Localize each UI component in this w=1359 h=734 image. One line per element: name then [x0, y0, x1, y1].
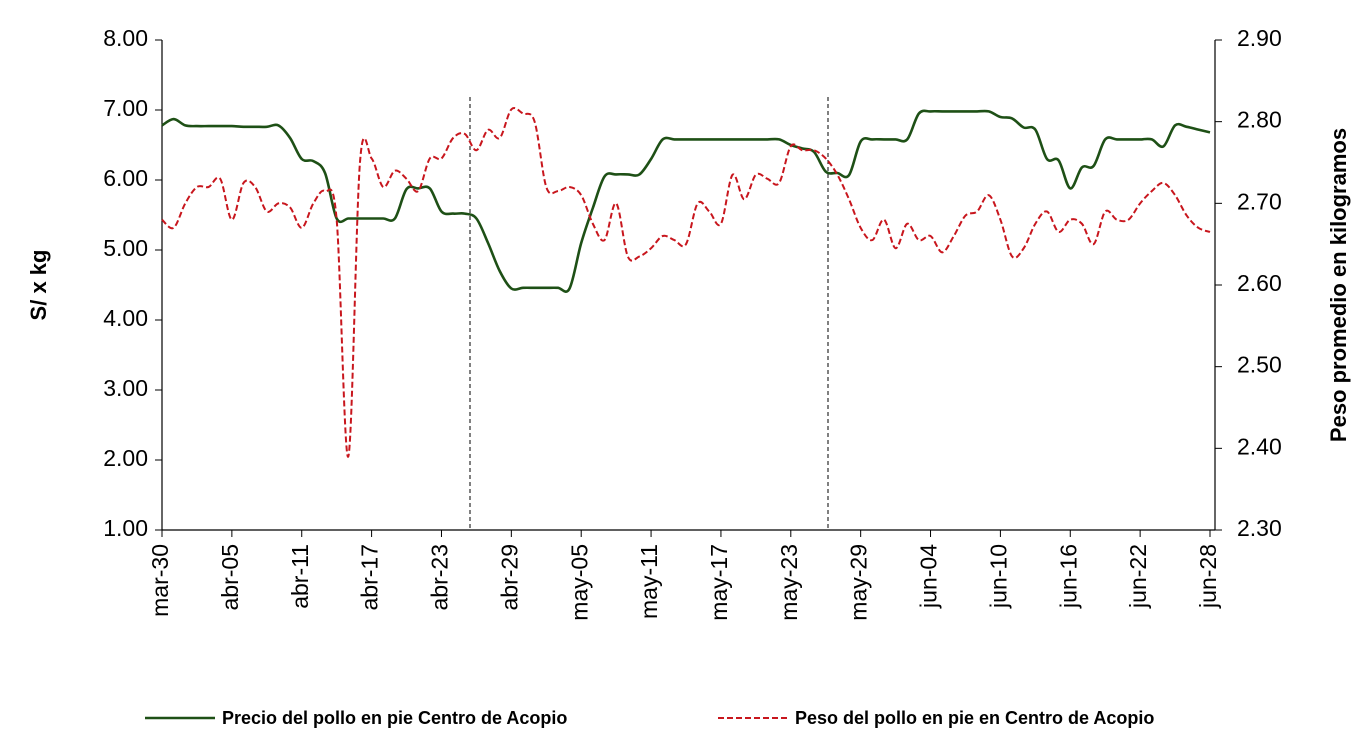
- y2-axis-title: Peso promedio en kilogramos: [1326, 128, 1351, 442]
- y-tick-label: 2.00: [103, 445, 148, 471]
- x-tick-label: jun-16: [1055, 544, 1081, 609]
- y-tick-label: 1.00: [103, 515, 148, 541]
- y-tick-label: 5.00: [103, 235, 148, 261]
- y-tick-label: 3.00: [103, 375, 148, 401]
- y-axis-title: S/ x kg: [26, 250, 51, 321]
- x-tick-label: jun-22: [1125, 544, 1151, 609]
- y2-tick-label: 2.30: [1237, 515, 1282, 541]
- x-tick-label: may-11: [636, 544, 662, 619]
- x-tick-label: may-17: [706, 544, 732, 621]
- x-tick-label: may-29: [846, 544, 872, 621]
- x-tick-label: abr-11: [287, 544, 313, 609]
- x-tick-label: mar-30: [147, 544, 173, 617]
- x-tick-label: jun-10: [985, 544, 1011, 609]
- legend-label: Precio del pollo en pie Centro de Acopio: [222, 708, 567, 728]
- y-tick-label: 7.00: [103, 95, 148, 121]
- x-tick-label: abr-05: [217, 544, 243, 610]
- x-tick-label: may-23: [776, 544, 802, 621]
- series-line: [161, 107, 1211, 458]
- x-tick-label: abr-17: [357, 544, 383, 610]
- y2-tick-label: 2.40: [1237, 433, 1282, 459]
- y-tick-label: 4.00: [103, 305, 148, 331]
- y2-tick-label: 2.80: [1237, 107, 1282, 133]
- x-tick-label: abr-23: [427, 544, 453, 610]
- y2-tick-label: 2.50: [1237, 352, 1282, 378]
- x-tick-label: abr-29: [496, 544, 522, 610]
- y-tick-label: 8.00: [103, 25, 148, 51]
- y2-tick-label: 2.90: [1237, 25, 1282, 51]
- legend-label: Peso del pollo en pie en Centro de Acopi…: [795, 708, 1154, 728]
- y-tick-label: 6.00: [103, 165, 148, 191]
- x-tick-label: jun-04: [916, 544, 942, 609]
- x-tick-label: may-05: [566, 544, 592, 621]
- series-line: [161, 109, 1211, 293]
- x-tick-label: jun-28: [1195, 544, 1221, 609]
- y2-tick-label: 2.70: [1237, 188, 1282, 214]
- y2-tick-label: 2.60: [1237, 270, 1282, 296]
